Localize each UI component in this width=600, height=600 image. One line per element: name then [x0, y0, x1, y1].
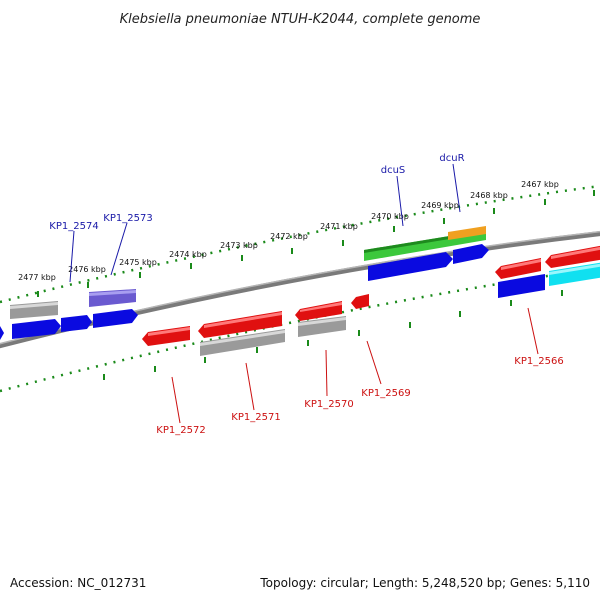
scale-label-2477: 2477 kbp — [18, 273, 56, 282]
genome-summary-text: Topology: circular; Length: 5,248,520 bp… — [259, 576, 590, 590]
dcuR-feature[interactable] — [448, 226, 486, 240]
forward-cds[interactable] — [453, 244, 489, 264]
gene-label-KP1_2573[interactable]: KP1_2573 — [103, 213, 152, 224]
label-leader-lines — [69, 163, 539, 424]
scale-label-2468: 2468 kbp — [470, 191, 508, 200]
gene-label-dcuR[interactable]: dcuR — [439, 153, 464, 164]
gene-label-KP1_2570[interactable]: KP1_2570 — [304, 399, 353, 410]
gene-label-KP1_2569[interactable]: KP1_2569 — [361, 388, 410, 399]
forward-cds[interactable] — [61, 315, 92, 332]
scale-label-2475: 2475 kbp — [119, 258, 157, 267]
scale-label-2476: 2476 kbp — [68, 265, 106, 274]
forward-cds[interactable] — [498, 274, 545, 298]
accession-text: Accession: NC_012731 — [10, 576, 146, 590]
forward-cds[interactable] — [12, 319, 61, 339]
scale-label-2467: 2467 kbp — [521, 180, 559, 189]
scale-label-2469: 2469 kbp — [421, 201, 459, 210]
upper-scale-track — [0, 184, 600, 304]
gene-label-dcuS[interactable]: dcuS — [381, 165, 406, 176]
map-title: Klebsiella pneumoniae NTUH-K2044, comple… — [120, 12, 481, 27]
scale-label-2472: 2472 kbp — [270, 232, 308, 241]
forward-cds[interactable] — [0, 326, 4, 341]
gene-label-KP1_2574[interactable]: KP1_2574 — [49, 221, 98, 232]
scale-label-2473: 2473 kbp — [220, 241, 258, 250]
upper-scale-ticks — [37, 190, 595, 297]
gene-label-KP1_2566[interactable]: KP1_2566 — [514, 356, 563, 367]
forward-cds[interactable] — [368, 252, 453, 281]
gene-label-KP1_2571[interactable]: KP1_2571 — [231, 412, 280, 423]
reverse-features — [142, 245, 600, 356]
scale-label-2474: 2474 kbp — [169, 250, 207, 259]
gene-label-KP1_2572[interactable]: KP1_2572 — [156, 425, 205, 436]
forward-cds[interactable] — [93, 309, 138, 328]
lower-scale-ticks — [103, 290, 563, 380]
KP1_2569-feature[interactable] — [351, 294, 369, 309]
scale-label-2470: 2470 kbp — [371, 212, 409, 221]
forward-features — [0, 226, 600, 341]
scale-label-2471: 2471 kbp — [320, 222, 358, 231]
